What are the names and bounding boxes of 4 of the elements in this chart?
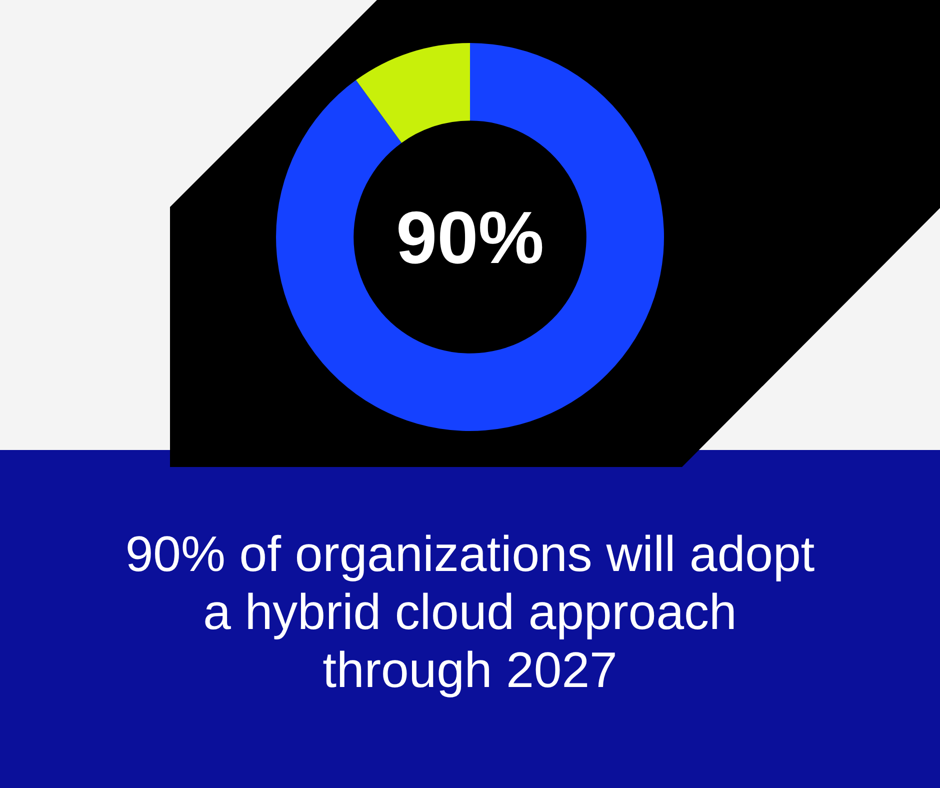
data-label: 90% — [396, 196, 544, 279]
donut-slice — [276, 43, 664, 431]
donut-slice — [356, 43, 470, 143]
text: 90% of organizations will adopt a hybrid cloud approach through 2027 — [125, 526, 815, 698]
